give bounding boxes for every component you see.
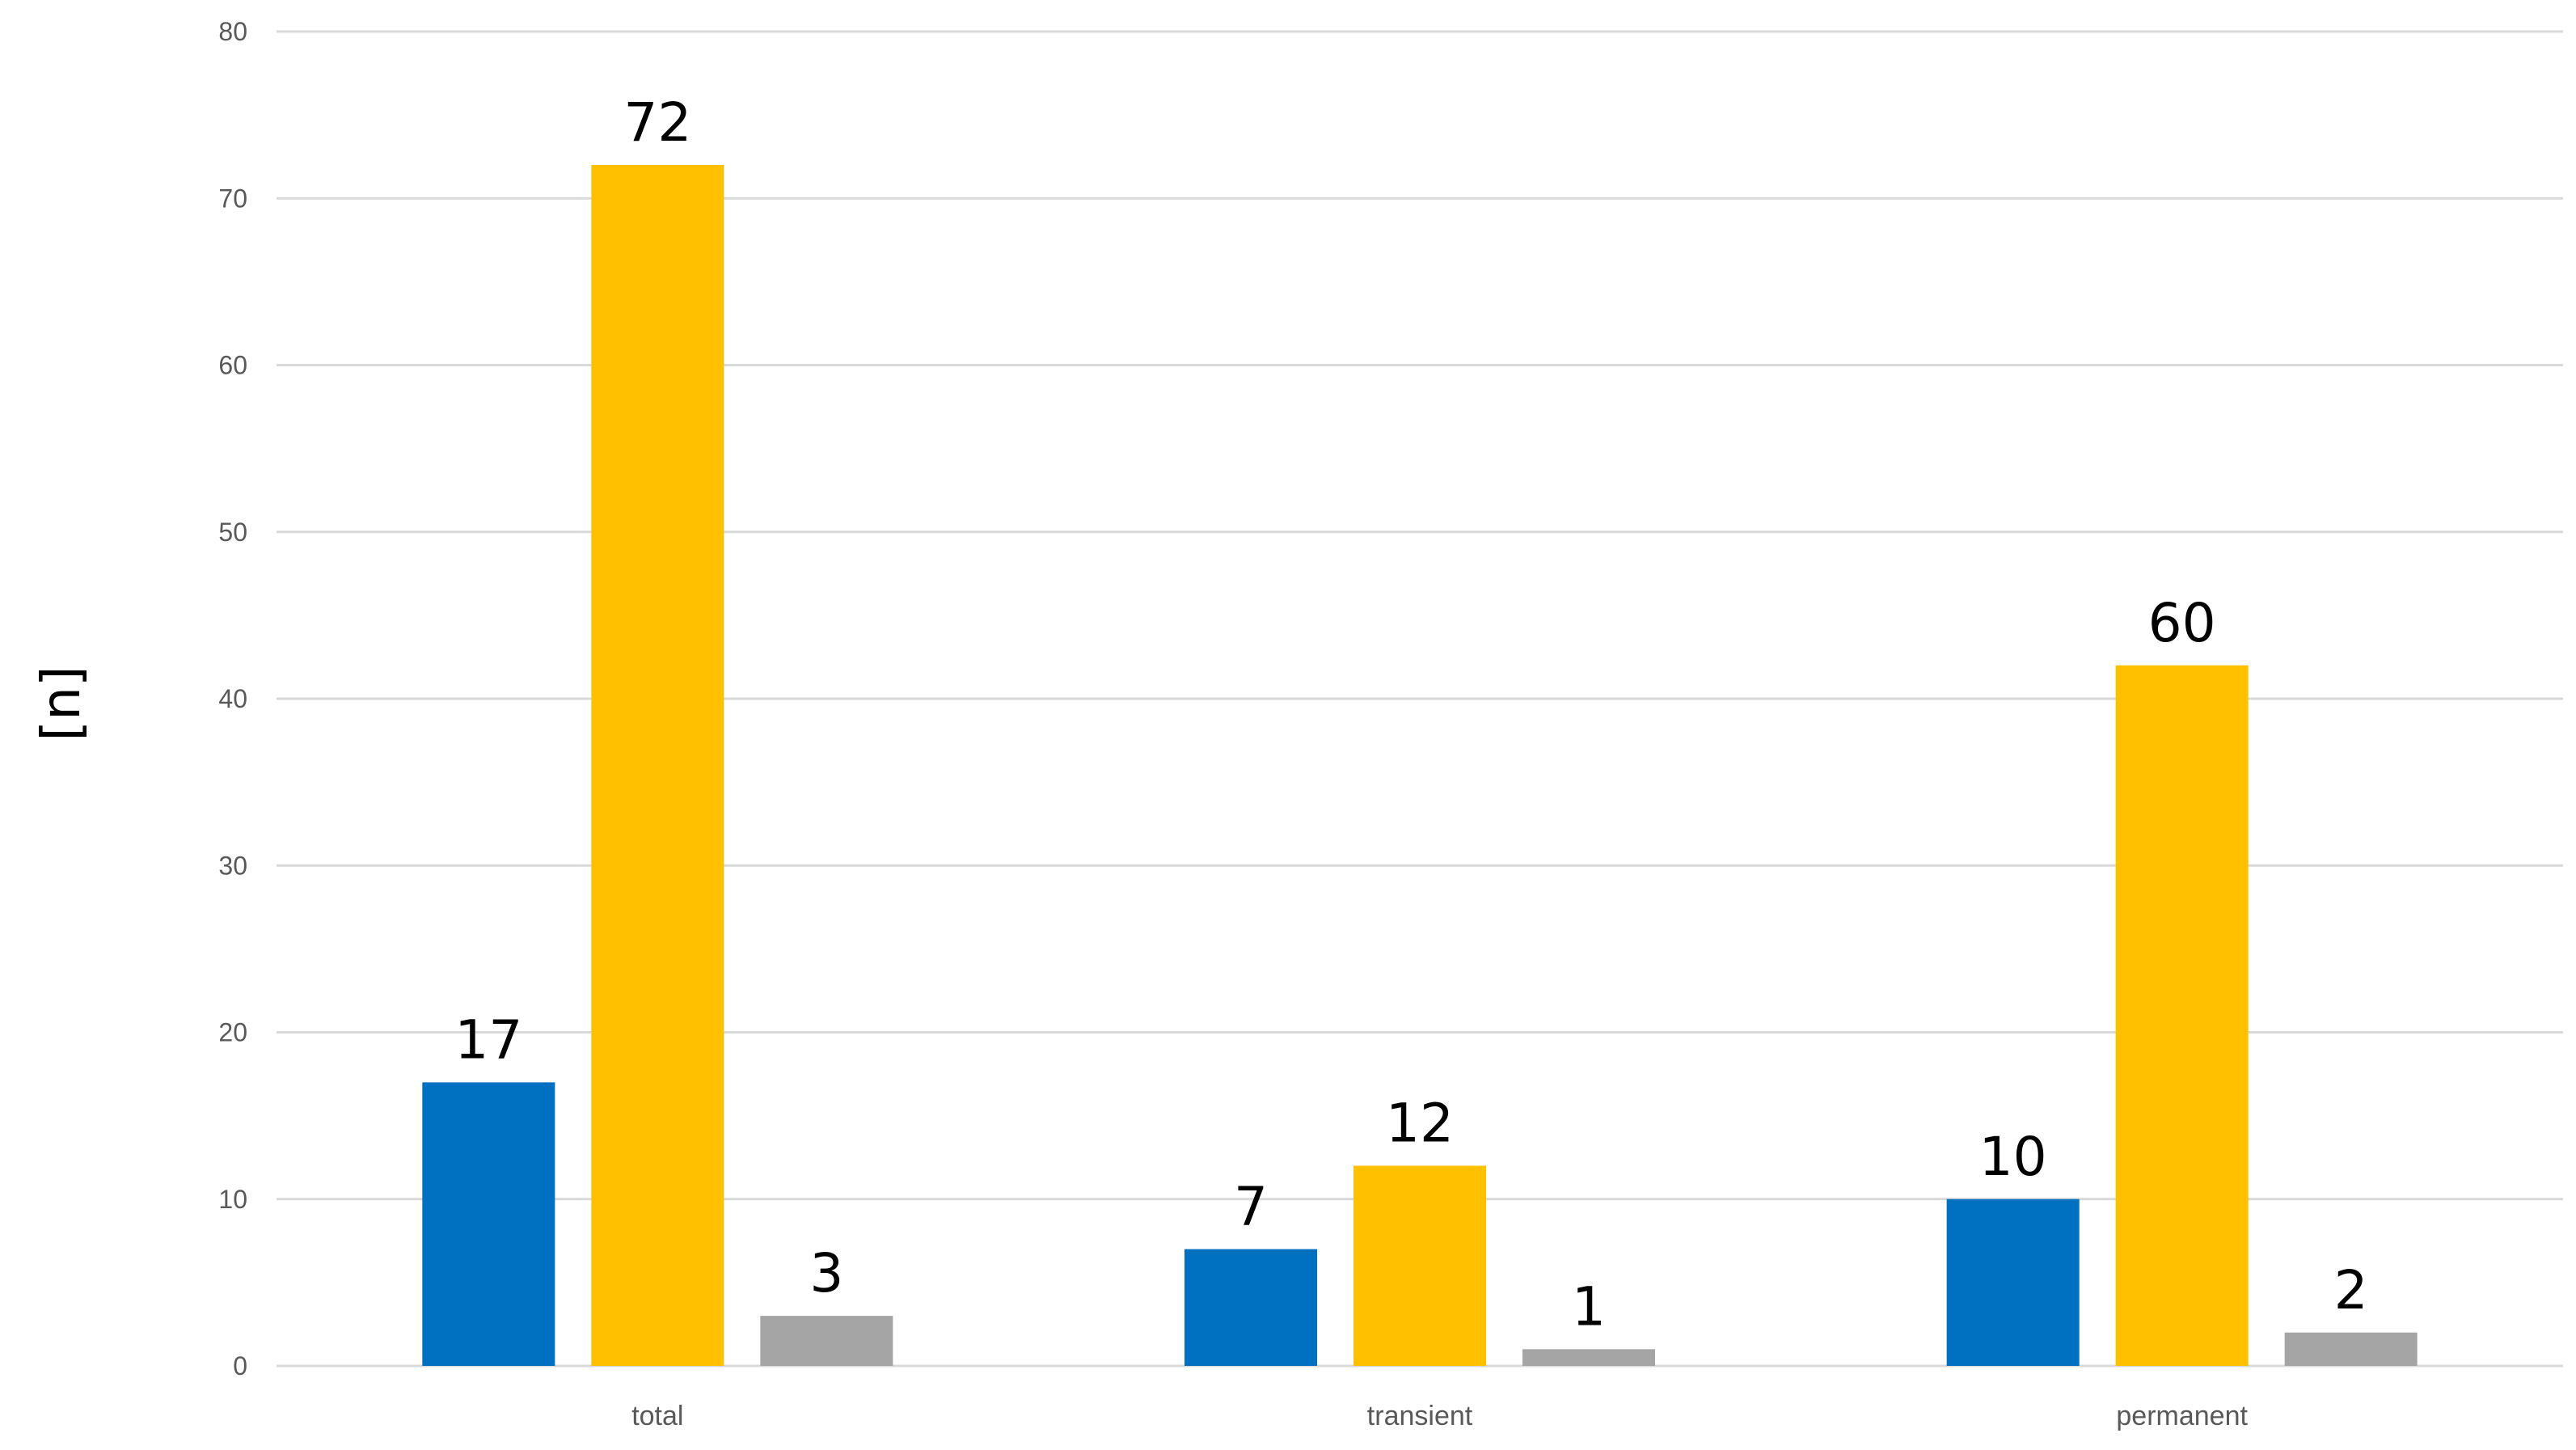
- bar-total-series-1: [422, 1082, 555, 1366]
- bars: [422, 165, 2418, 1366]
- y-tick-label: 0: [233, 1351, 247, 1380]
- bar-permanent-series-2: [2115, 665, 2249, 1366]
- x-category-label: total: [631, 1401, 683, 1431]
- y-tick-label: 50: [218, 518, 247, 547]
- x-category-label: transient: [1367, 1401, 1473, 1431]
- data-label: 10: [1979, 1126, 2047, 1188]
- data-label: 17: [454, 1008, 522, 1071]
- data-labels: 17 72 3 7 12 1 10 60 2: [454, 91, 2367, 1338]
- bar-permanent-series-3: [2284, 1332, 2418, 1366]
- y-tick-label: 20: [218, 1018, 247, 1047]
- data-label: 2: [2334, 1259, 2368, 1321]
- bar-total-series-3: [760, 1316, 893, 1366]
- data-label: 1: [1572, 1275, 1606, 1338]
- bar-transient-series-2: [1353, 1165, 1486, 1366]
- data-label: 72: [623, 91, 691, 154]
- y-axis-title: [n]: [30, 666, 92, 741]
- y-axis-ticks: 0 10 20 30 40 50 60 70 80: [218, 17, 247, 1380]
- y-tick-label: 10: [218, 1185, 247, 1214]
- data-label: 60: [2148, 592, 2216, 654]
- bar-permanent-series-1: [1946, 1198, 2080, 1366]
- y-tick-label: 60: [218, 351, 247, 380]
- data-label: 3: [809, 1242, 843, 1304]
- y-tick-label: 30: [218, 851, 247, 880]
- bar-transient-series-1: [1185, 1249, 1317, 1366]
- y-tick-label: 70: [218, 184, 247, 213]
- bar-total-series-2: [591, 165, 724, 1366]
- y-tick-label: 40: [218, 684, 247, 713]
- data-label: 12: [1386, 1093, 1454, 1155]
- x-axis-categories: total transient permanent: [631, 1401, 2248, 1431]
- bar-transient-series-3: [1522, 1349, 1655, 1366]
- y-tick-label: 80: [218, 17, 247, 46]
- x-category-label: permanent: [2116, 1401, 2248, 1431]
- data-label: 7: [1234, 1176, 1268, 1238]
